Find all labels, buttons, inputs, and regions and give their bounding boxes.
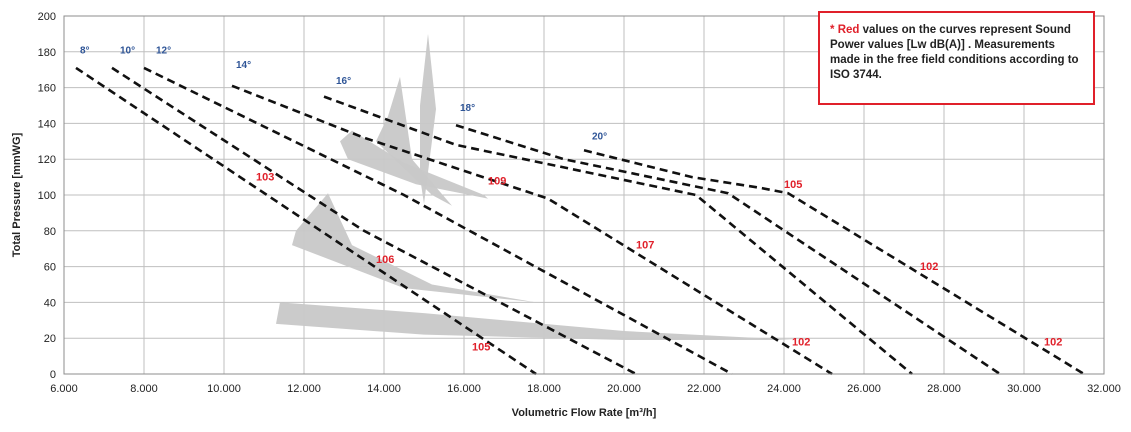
y-tick-label: 80 [44, 226, 56, 238]
x-tick-label: 14.000 [367, 383, 401, 395]
x-tick-label: 22.000 [687, 383, 721, 395]
angle-label: 12° [156, 46, 171, 57]
sound-power-label: 109 [488, 175, 506, 187]
y-tick-label: 100 [38, 190, 56, 202]
x-tick-label: 12.000 [287, 383, 321, 395]
curve-line [455, 123, 1001, 376]
x-tick-label: 18.000 [527, 383, 561, 395]
y-tick-label: 140 [38, 118, 56, 130]
x-tick-label: 10.000 [207, 383, 241, 395]
angle-label: 10° [120, 46, 135, 57]
plot-frame [63, 15, 1105, 375]
sound-power-label: 103 [256, 172, 274, 184]
curve-labels: 8° 10° 12° 14° 16° 18° 20° 103 109 107 106 105 105 10… [80, 46, 1062, 354]
y-tick-label: 120 [38, 154, 56, 166]
sound-power-label: 102 [792, 336, 810, 348]
x-tick-label: 30.000 [1007, 383, 1041, 395]
sound-power-label: 102 [1044, 336, 1062, 348]
y-tick-label: 20 [44, 333, 56, 345]
efficiency-band [340, 130, 488, 199]
y-tick-label: 180 [38, 47, 56, 59]
efficiency-band [420, 33, 436, 205]
efficiency-band [276, 302, 796, 340]
x-tick-label: 32.000 [1087, 383, 1121, 395]
note-red-word: Red [837, 24, 860, 36]
sound-power-note: * Red values on the curves represent Sou… [818, 11, 1095, 105]
y-tick-label: 160 [38, 83, 56, 95]
angle-label: 18° [460, 103, 475, 114]
x-tick-label: 28.000 [927, 383, 961, 395]
x-tick-label: 26.000 [847, 383, 881, 395]
y-tick-label: 60 [44, 262, 56, 274]
y-tick-label: 0 [50, 369, 56, 381]
sound-power-label: 107 [636, 240, 654, 252]
axes: 6.000 8.000 10.000 12.000 14.000 16.000 18.000… [11, 11, 1121, 419]
curve-line [231, 84, 833, 376]
angle-label: 16° [336, 76, 351, 87]
y-tick-label: 200 [38, 11, 56, 23]
x-tick-label: 24.000 [767, 383, 801, 395]
x-tick-label: 20.000 [607, 383, 641, 395]
x-tick-label: 16.000 [447, 383, 481, 395]
curve-line [323, 95, 913, 376]
angle-label: 14° [236, 60, 251, 71]
x-tick-label: 8.000 [130, 383, 158, 395]
efficiency-band [376, 76, 452, 206]
note-star: * [830, 24, 835, 36]
y-axis-title: Total Pressure [mmWG] [11, 132, 23, 257]
fan-curves [75, 66, 1085, 376]
note-text: values on the curves represent Sound Pow… [830, 24, 1079, 81]
curve-line [75, 66, 537, 376]
y-tick-label: 40 [44, 297, 56, 309]
x-axis-title: Volumetric Flow Rate [m³/h] [512, 407, 657, 419]
angle-label: 20° [592, 132, 607, 143]
sound-power-label: 106 [376, 254, 394, 266]
sound-power-label: 105 [472, 342, 490, 354]
x-tick-label: 6.000 [50, 383, 78, 395]
efficiency-bands [276, 33, 796, 340]
sound-power-label: 105 [784, 179, 802, 191]
curve-line [111, 66, 637, 376]
efficiency-band [292, 193, 536, 303]
angle-label: 8° [80, 46, 90, 57]
sound-power-label: 102 [920, 261, 938, 273]
curve-line [143, 66, 733, 376]
